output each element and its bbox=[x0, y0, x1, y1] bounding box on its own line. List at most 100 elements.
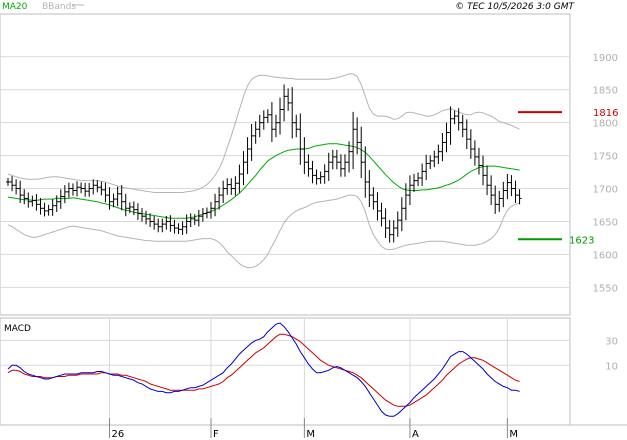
price-bar bbox=[204, 207, 209, 219]
bbands-legend-label: BBands bbox=[42, 2, 76, 12]
macd-tick-label: 30 bbox=[605, 336, 618, 347]
price-bar bbox=[30, 195, 35, 207]
price-bar bbox=[387, 220, 392, 243]
price-bar bbox=[225, 178, 230, 195]
price-bar bbox=[269, 102, 274, 142]
price-bar bbox=[123, 193, 128, 217]
price-bar bbox=[245, 137, 250, 175]
price-panel-frame bbox=[0, 13, 571, 316]
price-bar bbox=[46, 204, 51, 216]
price-bar bbox=[10, 176, 15, 192]
price-bar bbox=[18, 180, 23, 204]
price-bar bbox=[152, 215, 157, 230]
macd-gridlines bbox=[0, 339, 570, 366]
price-bar bbox=[424, 154, 429, 181]
price-bar bbox=[135, 203, 140, 220]
time-tick-label: F bbox=[213, 429, 219, 440]
price-bar bbox=[448, 106, 453, 145]
price-bar bbox=[265, 109, 270, 123]
ma-legend-label: MA20 bbox=[2, 2, 28, 12]
price-tick-label: 1900 bbox=[593, 53, 618, 64]
price-tick-label: 1750 bbox=[593, 152, 618, 163]
price-bar bbox=[412, 173, 416, 192]
macd-line bbox=[7, 322, 520, 417]
price-bar bbox=[119, 185, 124, 211]
macd-tick-label: 10 bbox=[605, 361, 618, 372]
price-bar bbox=[127, 202, 132, 214]
price-bar bbox=[513, 180, 518, 204]
price-bar bbox=[253, 121, 258, 144]
price-bar bbox=[436, 144, 441, 165]
price-bar bbox=[172, 219, 177, 234]
price-bar bbox=[351, 111, 356, 170]
price-bar bbox=[399, 197, 404, 232]
price-bar bbox=[229, 178, 234, 195]
price-bar bbox=[359, 126, 364, 179]
price-bar bbox=[489, 175, 494, 206]
price-tick-label: 1650 bbox=[593, 217, 618, 228]
price-bar bbox=[391, 220, 396, 243]
price-bar bbox=[62, 185, 67, 204]
ma20-line-group bbox=[7, 143, 520, 219]
price-bar bbox=[330, 149, 335, 170]
price-bar bbox=[314, 169, 319, 185]
price-bar bbox=[472, 140, 477, 166]
price-bar bbox=[420, 163, 425, 186]
price-bar bbox=[70, 183, 75, 196]
price-bar bbox=[107, 187, 112, 210]
price-bar bbox=[294, 114, 299, 138]
price-bar bbox=[95, 180, 100, 193]
price-bar bbox=[428, 155, 433, 170]
price-bar bbox=[188, 213, 193, 228]
price-bar bbox=[371, 187, 376, 210]
price-bar bbox=[476, 147, 481, 175]
price-bar bbox=[176, 223, 181, 235]
bb-lower-line bbox=[7, 194, 520, 269]
price-bar bbox=[26, 192, 31, 208]
price-bar bbox=[38, 198, 43, 215]
price-bar bbox=[403, 183, 408, 221]
price-bar bbox=[6, 178, 10, 186]
price-bar bbox=[75, 181, 80, 197]
price-bar bbox=[517, 189, 522, 205]
price-bar bbox=[103, 182, 108, 203]
price-bar bbox=[164, 215, 169, 230]
price-bar bbox=[209, 201, 213, 219]
price-bar bbox=[342, 154, 347, 177]
price-bar bbox=[180, 221, 185, 235]
price-bar bbox=[91, 179, 96, 195]
price-bar bbox=[139, 208, 144, 222]
price-bar bbox=[338, 154, 343, 177]
price-bar bbox=[355, 117, 360, 155]
macd-panel-title: MACD bbox=[4, 324, 31, 334]
price-bar bbox=[99, 181, 104, 196]
price-bar bbox=[257, 114, 262, 138]
price-bar bbox=[261, 110, 266, 130]
price-bar bbox=[83, 183, 88, 197]
price-bar bbox=[347, 141, 352, 173]
price-bar bbox=[460, 114, 465, 138]
price-bar bbox=[310, 160, 315, 184]
price-bar bbox=[363, 146, 368, 198]
price-tick-label: 1800 bbox=[593, 119, 618, 130]
price-bar bbox=[192, 214, 197, 225]
price-bar bbox=[322, 164, 327, 184]
price-bar bbox=[42, 202, 47, 217]
ma20-line bbox=[7, 143, 520, 219]
price-bar bbox=[407, 175, 412, 206]
price-bar bbox=[221, 180, 226, 204]
price-bar bbox=[156, 218, 161, 233]
price-levels: 1816 1623 bbox=[518, 108, 618, 246]
price-bar bbox=[416, 172, 421, 187]
price-bar bbox=[432, 150, 437, 168]
price-bar bbox=[383, 208, 388, 238]
time-tick-label: 26 bbox=[112, 429, 125, 440]
price-axis-ticks: 1550 1600 1650 1700 1750 1800 1850 1900 bbox=[593, 53, 618, 295]
price-bar bbox=[481, 155, 486, 186]
price-bar bbox=[509, 175, 514, 197]
macd-lines bbox=[7, 322, 520, 417]
price-bar bbox=[111, 193, 116, 208]
price-tick-label: 1850 bbox=[593, 86, 618, 97]
price-bar bbox=[505, 173, 510, 200]
